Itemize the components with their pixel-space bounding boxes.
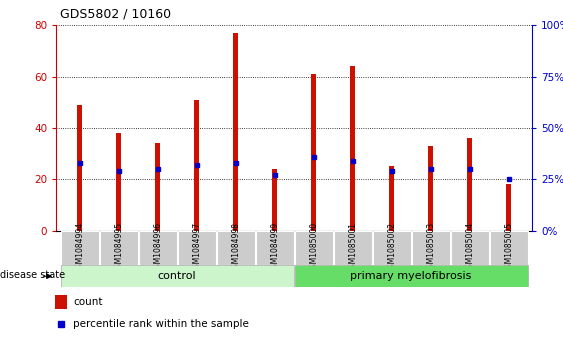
Bar <box>506 184 511 231</box>
Text: GSM1084994: GSM1084994 <box>75 222 84 273</box>
FancyBboxPatch shape <box>217 231 255 265</box>
Bar <box>194 100 199 231</box>
FancyBboxPatch shape <box>412 231 450 265</box>
Text: control: control <box>158 271 196 281</box>
Text: GSM1084995: GSM1084995 <box>114 222 123 273</box>
Bar <box>390 166 394 231</box>
Text: GSM1085005: GSM1085005 <box>504 222 513 273</box>
Text: GSM1085002: GSM1085002 <box>387 222 396 273</box>
FancyBboxPatch shape <box>61 265 294 287</box>
FancyBboxPatch shape <box>100 231 138 265</box>
Bar <box>233 33 238 231</box>
Bar <box>311 74 316 231</box>
Text: GSM1084998: GSM1084998 <box>231 222 240 273</box>
Text: GDS5802 / 10160: GDS5802 / 10160 <box>60 7 171 20</box>
FancyBboxPatch shape <box>450 231 489 265</box>
Bar <box>467 138 472 231</box>
FancyBboxPatch shape <box>61 231 99 265</box>
Bar <box>77 105 82 231</box>
Text: GSM1085003: GSM1085003 <box>426 222 435 273</box>
Bar <box>155 143 160 231</box>
Bar <box>428 146 433 231</box>
Bar <box>117 133 121 231</box>
FancyBboxPatch shape <box>138 231 177 265</box>
Text: GSM1084996: GSM1084996 <box>153 222 162 273</box>
Text: GSM1085000: GSM1085000 <box>309 222 318 273</box>
FancyBboxPatch shape <box>490 231 528 265</box>
FancyBboxPatch shape <box>373 231 411 265</box>
Bar <box>272 169 277 231</box>
FancyBboxPatch shape <box>333 231 372 265</box>
FancyBboxPatch shape <box>177 231 216 265</box>
Bar <box>350 66 355 231</box>
Text: count: count <box>73 297 103 307</box>
FancyBboxPatch shape <box>294 231 333 265</box>
Text: percentile rank within the sample: percentile rank within the sample <box>73 319 249 329</box>
Text: GSM1085001: GSM1085001 <box>348 222 357 273</box>
Text: primary myelofibrosis: primary myelofibrosis <box>350 271 472 281</box>
FancyBboxPatch shape <box>256 231 294 265</box>
Text: GSM1084999: GSM1084999 <box>270 222 279 273</box>
Text: GSM1084997: GSM1084997 <box>192 222 201 273</box>
Text: disease state: disease state <box>0 270 65 280</box>
Bar <box>55 295 67 309</box>
Text: GSM1085004: GSM1085004 <box>465 222 474 273</box>
FancyBboxPatch shape <box>294 265 528 287</box>
